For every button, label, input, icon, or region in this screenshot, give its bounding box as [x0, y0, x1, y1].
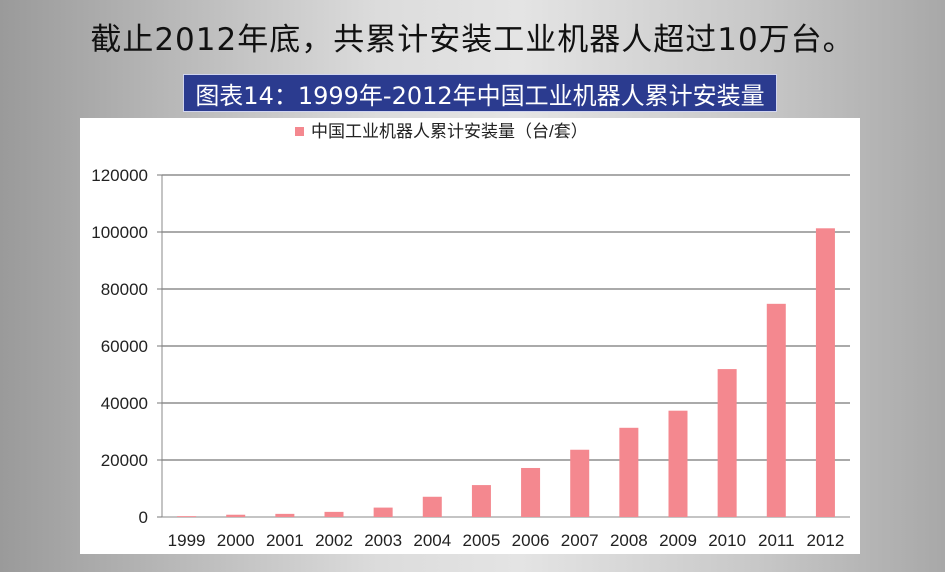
x-tick-label: 2001 [266, 531, 304, 550]
x-tick-label: 2008 [610, 531, 648, 550]
x-tick-label: 2011 [758, 531, 795, 550]
x-tick-label: 2006 [512, 531, 550, 550]
legend-swatch [295, 127, 304, 136]
bar-1999 [177, 516, 197, 517]
y-tick-label: 0 [139, 508, 148, 527]
chart-caption: 图表14：1999年-2012年中国工业机器人累计安装量 [183, 74, 777, 112]
y-tick-label: 120000 [91, 166, 148, 185]
x-tick-label: 2002 [315, 531, 353, 550]
bars [177, 228, 835, 518]
y-tick-label: 20000 [101, 451, 148, 470]
bar-chart: 中国工业机器人累计安装量（台/套） 0 20000 40000 60000 80000 1… [91, 122, 850, 550]
bar-2001 [275, 513, 295, 517]
x-tick-label: 2005 [463, 531, 501, 550]
x-tick-label: 2009 [659, 531, 697, 550]
y-tick-label: 40000 [101, 394, 148, 413]
chart-legend: 中国工业机器人累计安装量（台/套） [295, 122, 588, 141]
bar-2004 [422, 496, 442, 517]
y-tick-label: 100000 [91, 223, 148, 242]
y-tick-label: 60000 [101, 337, 148, 356]
bar-2008 [619, 427, 639, 517]
x-tick-label: 2003 [364, 531, 402, 550]
x-tick-label: 2007 [561, 531, 599, 550]
bar-2000 [226, 514, 246, 517]
bar-2009 [668, 410, 688, 517]
y-tick-label: 80000 [101, 280, 148, 299]
bar-2002 [324, 511, 344, 517]
chart-caption-text: 图表14：1999年-2012年中国工业机器人累计安装量 [195, 81, 765, 110]
x-tick-label: 2010 [708, 531, 746, 550]
x-tick-label: 2004 [413, 531, 451, 550]
bar-2003 [373, 507, 393, 517]
x-axis-ticks: 1999 2000 2001 2002 2003 2004 2005 2006 2007 2008… [168, 531, 845, 550]
chart-panel: 中国工业机器人累计安装量（台/套） 0 20000 40000 60000 80000 1… [80, 118, 860, 554]
x-tick-label: 1999 [168, 531, 206, 550]
x-tick-label: 2000 [217, 531, 255, 550]
bar-2006 [521, 467, 541, 517]
bar-2010 [717, 369, 737, 517]
x-tick-label: 2012 [807, 531, 845, 550]
bar-2005 [471, 485, 491, 517]
bar-2007 [570, 449, 590, 517]
gridlines [161, 174, 850, 518]
y-axis-ticks: 0 20000 40000 60000 80000 100000 120000 [91, 166, 162, 527]
legend-label: 中国工业机器人累计安装量（台/套） [311, 122, 588, 141]
bar-2012 [815, 228, 835, 518]
bar-2011 [766, 303, 786, 517]
headline: 截止2012年底，共累计安装工业机器人超过10万台。 [90, 22, 855, 58]
